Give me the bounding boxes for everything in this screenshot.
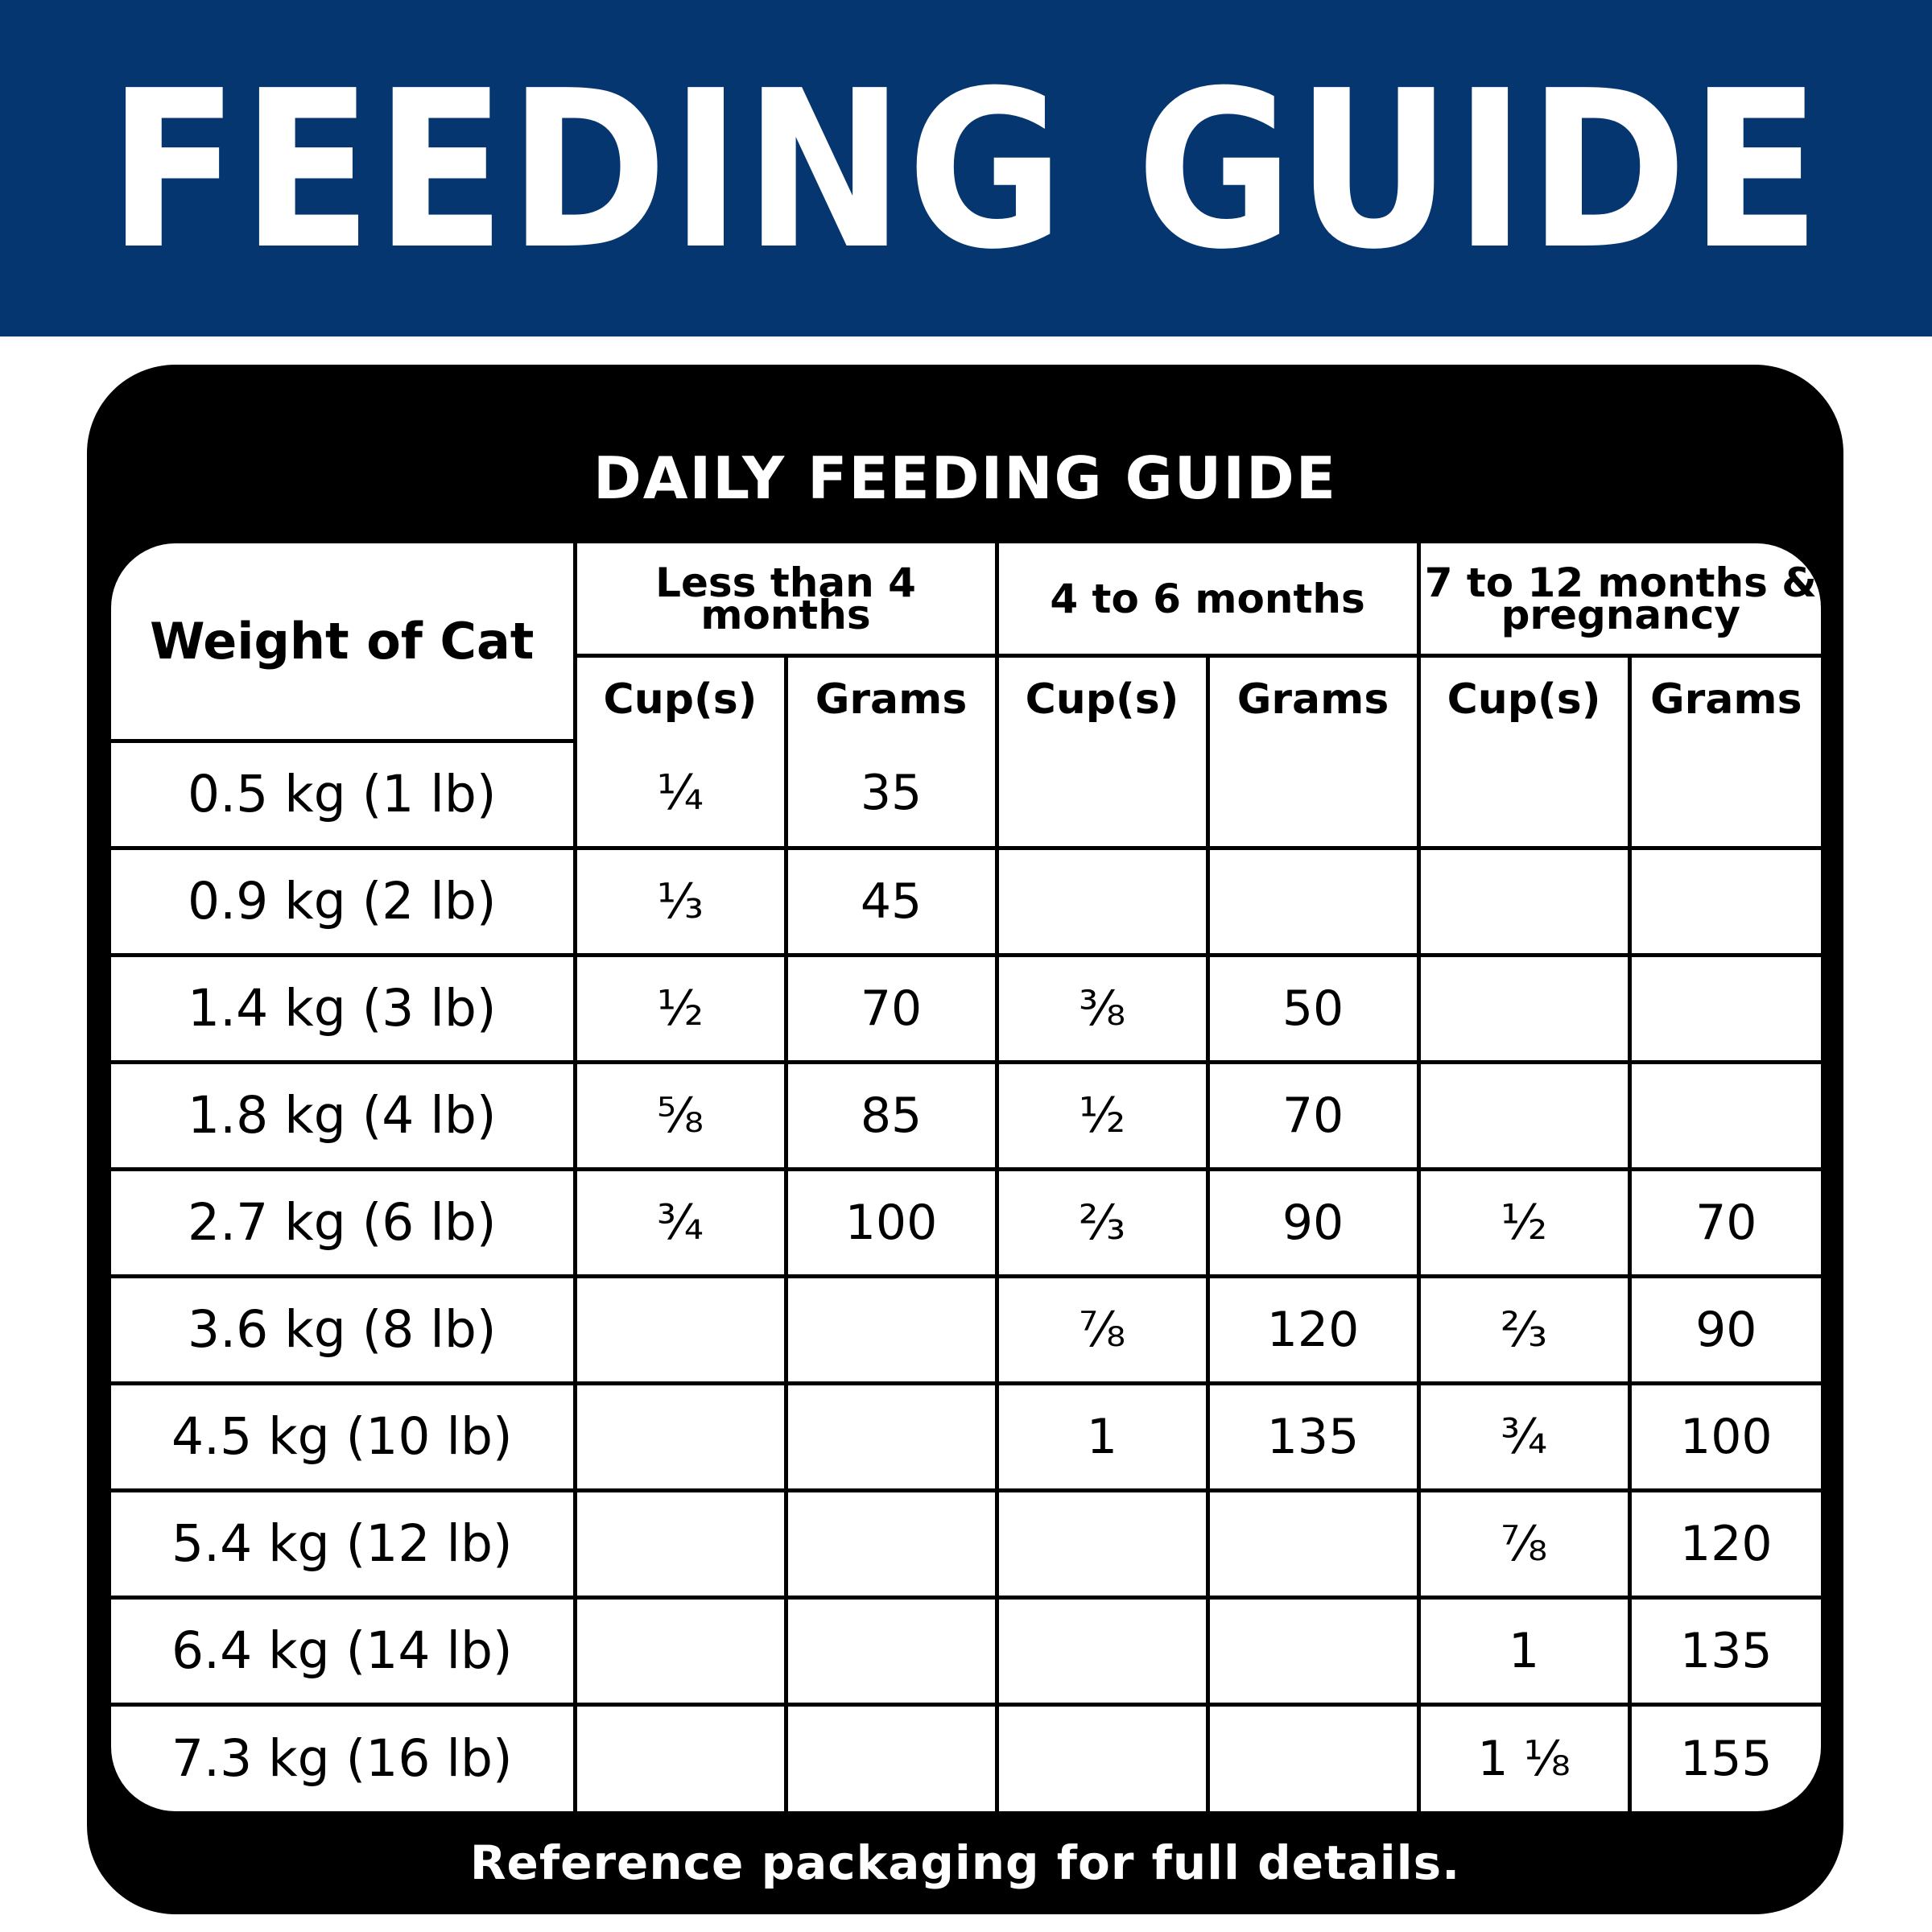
cat-weight-cell: 4.5 kg (10 lb) bbox=[111, 1381, 577, 1492]
grams-cell: 70 bbox=[783, 952, 999, 1064]
cups-cell bbox=[1416, 741, 1632, 850]
feeding-guide-panel: DAILY FEEDING GUIDE Weight of Cat Less t… bbox=[87, 365, 1843, 1914]
grams-cell: 100 bbox=[783, 1166, 999, 1278]
grams-cell bbox=[1205, 845, 1421, 957]
grams-cell bbox=[783, 1595, 999, 1707]
grams-cell: 35 bbox=[783, 741, 999, 850]
cat-weight-cell: 3.6 kg (8 lb) bbox=[111, 1274, 577, 1385]
grams-cell bbox=[783, 1381, 999, 1492]
unit-header-cups: Cup(s) bbox=[1416, 654, 1632, 741]
grams-cell bbox=[1627, 741, 1821, 850]
cups-cell: ⅔ bbox=[1416, 1274, 1632, 1385]
unit-header-cups: Cup(s) bbox=[994, 654, 1210, 741]
table-row: 4.5 kg (10 lb) 1 135 ¾ 100 bbox=[111, 1381, 1821, 1492]
cups-cell bbox=[994, 1702, 1210, 1811]
grams-cell: 155 bbox=[1627, 1702, 1821, 1811]
cat-weight-cell: 1.8 kg (4 lb) bbox=[111, 1059, 577, 1171]
cups-cell bbox=[994, 1595, 1210, 1707]
grams-cell bbox=[1627, 1059, 1821, 1171]
cups-cell bbox=[572, 1595, 788, 1707]
feeding-table-container: Weight of Cat Less than 4 months 4 to 6 … bbox=[111, 543, 1821, 1811]
cups-cell bbox=[1416, 952, 1632, 1064]
cups-cell: ¾ bbox=[572, 1166, 788, 1278]
grams-cell bbox=[783, 1488, 999, 1600]
cat-weight-cell: 2.7 kg (6 lb) bbox=[111, 1166, 577, 1278]
age-group-header-7-to-12: 7 to 12 months & pregnancy bbox=[1416, 543, 1821, 658]
grams-cell: 120 bbox=[1627, 1488, 1821, 1600]
age-group-header-4-to-6: 4 to 6 months bbox=[994, 543, 1421, 658]
unit-header-cups: Cup(s) bbox=[575, 654, 788, 741]
grams-cell: 85 bbox=[783, 1059, 999, 1171]
grams-cell: 135 bbox=[1627, 1595, 1821, 1707]
table-row: 5.4 kg (12 lb) ⅞ 120 bbox=[111, 1488, 1821, 1600]
grams-cell bbox=[1627, 845, 1821, 957]
cups-cell bbox=[994, 741, 1210, 850]
grams-cell bbox=[1205, 1702, 1421, 1811]
panel-title: DAILY FEEDING GUIDE bbox=[593, 444, 1337, 512]
table-row: 0.9 kg (2 lb) ⅓ 45 bbox=[111, 845, 1821, 957]
unit-header-grams: Grams bbox=[1627, 654, 1821, 741]
grams-cell bbox=[1205, 1595, 1421, 1707]
page-title: FEEDING GUIDE bbox=[108, 43, 1824, 297]
grams-cell: 45 bbox=[783, 845, 999, 957]
cups-cell: 1 ⅛ bbox=[1416, 1702, 1632, 1811]
grams-cell: 90 bbox=[1205, 1166, 1421, 1278]
cups-cell bbox=[572, 1381, 788, 1492]
cat-weight-cell: 0.9 kg (2 lb) bbox=[111, 845, 577, 957]
table-row: 0.5 kg (1 lb) ¼ 35 bbox=[111, 741, 1821, 850]
cups-cell: ⅝ bbox=[572, 1059, 788, 1171]
cups-cell bbox=[572, 1488, 788, 1600]
unit-header-grams: Grams bbox=[783, 654, 999, 741]
age-group-header-kitten-under-4: Less than 4 months bbox=[572, 543, 999, 658]
cups-cell: ½ bbox=[572, 952, 788, 1064]
cups-cell bbox=[994, 845, 1210, 957]
cups-cell bbox=[994, 1488, 1210, 1600]
cups-cell: ⅞ bbox=[1416, 1488, 1632, 1600]
table-row: 3.6 kg (8 lb) ⅞ 120 ⅔ 90 bbox=[111, 1274, 1821, 1385]
cups-cell bbox=[1416, 845, 1632, 957]
cups-cell: ½ bbox=[994, 1059, 1210, 1171]
grams-cell: 70 bbox=[1205, 1059, 1421, 1171]
feeding-table: Weight of Cat Less than 4 months 4 to 6 … bbox=[111, 543, 1821, 1811]
grams-cell: 135 bbox=[1205, 1381, 1421, 1492]
grams-cell: 120 bbox=[1205, 1274, 1421, 1385]
grams-cell bbox=[783, 1274, 999, 1385]
cat-weight-cell: 5.4 kg (12 lb) bbox=[111, 1488, 577, 1600]
table-row: 1.4 kg (3 lb) ½ 70 ⅜ 50 bbox=[111, 952, 1821, 1064]
table-row: 1.8 kg (4 lb) ⅝ 85 ½ 70 bbox=[111, 1059, 1821, 1171]
grams-cell: 70 bbox=[1627, 1166, 1821, 1278]
grams-cell bbox=[783, 1702, 999, 1811]
cups-cell: 1 bbox=[994, 1381, 1210, 1492]
cups-cell: ⅔ bbox=[994, 1166, 1210, 1278]
weight-column-header: Weight of Cat bbox=[111, 543, 577, 743]
grams-cell bbox=[1205, 1488, 1421, 1600]
table-row: 7.3 kg (16 lb) 1 ⅛ 155 bbox=[111, 1702, 1821, 1811]
table-row: 2.7 kg (6 lb) ¾ 100 ⅔ 90 ½ 70 bbox=[111, 1166, 1821, 1278]
unit-header-grams: Grams bbox=[1205, 654, 1421, 741]
grams-cell: 90 bbox=[1627, 1274, 1821, 1385]
cups-cell: 1 bbox=[1416, 1595, 1632, 1707]
cups-cell bbox=[572, 1274, 788, 1385]
header-banner: FEEDING GUIDE bbox=[0, 0, 1932, 336]
cat-weight-cell: 1.4 kg (3 lb) bbox=[111, 952, 577, 1064]
cups-cell: ⅞ bbox=[994, 1274, 1210, 1385]
cat-weight-cell: 0.5 kg (1 lb) bbox=[111, 741, 577, 850]
grams-cell: 50 bbox=[1205, 952, 1421, 1064]
cups-cell: ⅓ bbox=[572, 845, 788, 957]
cups-cell: ¼ bbox=[572, 741, 788, 850]
cups-cell bbox=[572, 1702, 788, 1811]
grams-cell bbox=[1205, 741, 1421, 850]
cat-weight-cell: 7.3 kg (16 lb) bbox=[111, 1702, 577, 1811]
grams-cell bbox=[1627, 952, 1821, 1064]
cups-cell: ½ bbox=[1416, 1166, 1632, 1278]
footer-note: Reference packaging for full details. bbox=[469, 1835, 1461, 1890]
cups-cell: ⅜ bbox=[994, 952, 1210, 1064]
cups-cell: ¾ bbox=[1416, 1381, 1632, 1492]
grams-cell: 100 bbox=[1627, 1381, 1821, 1492]
cat-weight-cell: 6.4 kg (14 lb) bbox=[111, 1595, 577, 1707]
table-row: 6.4 kg (14 lb) 1 135 bbox=[111, 1595, 1821, 1707]
cups-cell bbox=[1416, 1059, 1632, 1171]
